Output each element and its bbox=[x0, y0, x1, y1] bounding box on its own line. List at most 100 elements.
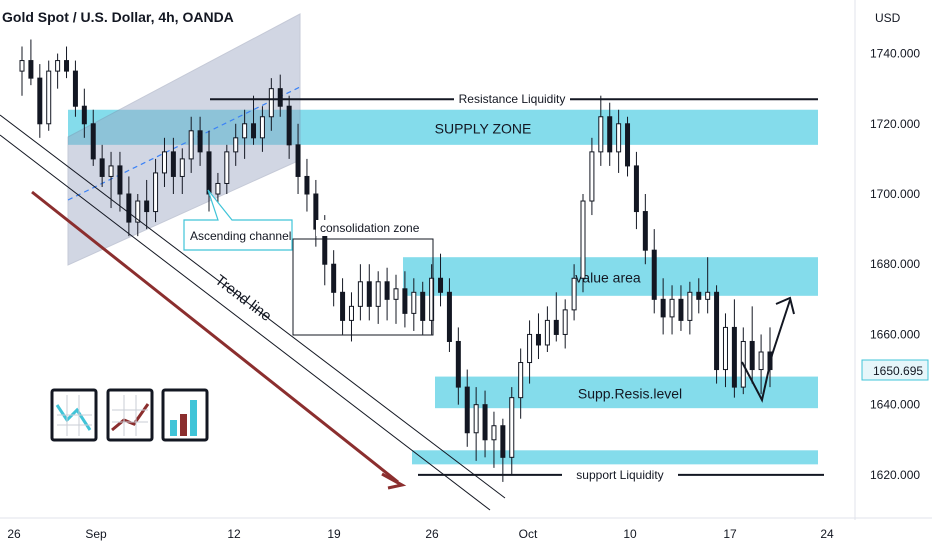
zone-label: Supp.Resis.level bbox=[578, 385, 682, 401]
candle-body bbox=[233, 137, 239, 153]
candle-body bbox=[758, 351, 764, 371]
time-tick-label[interactable]: 24 bbox=[820, 527, 834, 541]
forecast-arrow-head bbox=[775, 296, 795, 315]
candle-body bbox=[411, 291, 417, 314]
candle-body bbox=[749, 340, 755, 371]
candles-layer bbox=[19, 39, 773, 482]
candle-body bbox=[384, 281, 390, 300]
candle-body bbox=[295, 144, 301, 177]
price-tick-label: 1720.000 bbox=[870, 117, 920, 131]
projection-arrow bbox=[31, 190, 399, 484]
candle-body bbox=[331, 263, 337, 293]
candle-body bbox=[37, 77, 43, 125]
candle-body bbox=[651, 249, 657, 300]
candle-body bbox=[90, 123, 96, 160]
candle-body bbox=[722, 326, 728, 371]
candle-body bbox=[482, 404, 488, 441]
price-tick-label: 1660.000 bbox=[870, 327, 920, 341]
candle-body bbox=[731, 326, 737, 388]
candle-body bbox=[108, 165, 114, 177]
candle-body bbox=[46, 70, 52, 125]
time-tick-label[interactable]: 10 bbox=[623, 527, 637, 541]
line-chart-down-icon[interactable] bbox=[50, 388, 98, 442]
candle-body bbox=[348, 305, 354, 321]
time-tick-label[interactable]: 17 bbox=[723, 527, 737, 541]
time-tick-label[interactable]: 19 bbox=[327, 527, 341, 541]
candle-body bbox=[206, 151, 212, 195]
candle-body bbox=[117, 165, 123, 195]
candle-body bbox=[625, 123, 631, 167]
candle-body bbox=[598, 116, 604, 153]
candle-body bbox=[438, 277, 444, 293]
candle-body bbox=[28, 60, 34, 79]
liquidity-label-bg bbox=[454, 90, 570, 108]
candle-body bbox=[251, 123, 257, 139]
price-tick-label: 1700.000 bbox=[870, 187, 920, 201]
candle-body bbox=[393, 288, 399, 300]
candle-body bbox=[215, 182, 221, 195]
candle-body bbox=[535, 333, 541, 346]
candle-body bbox=[642, 211, 648, 251]
candle-body bbox=[687, 291, 693, 321]
candle-body bbox=[527, 333, 533, 364]
candle-body bbox=[286, 105, 292, 146]
candle-body bbox=[429, 277, 435, 321]
candle-body bbox=[313, 193, 319, 230]
candle-body bbox=[553, 319, 559, 335]
candle-body bbox=[678, 298, 684, 321]
time-tick-label[interactable]: 26 bbox=[425, 527, 439, 541]
price-tick-label: 1620.000 bbox=[870, 468, 920, 482]
consolidation-label-bg bbox=[316, 220, 410, 236]
zone-band bbox=[412, 450, 818, 465]
candle-body bbox=[304, 175, 310, 195]
candle-body bbox=[455, 340, 461, 388]
candle-body bbox=[126, 193, 132, 223]
candle-body bbox=[99, 158, 105, 177]
candle-body bbox=[19, 60, 25, 72]
time-tick-label[interactable]: 26 bbox=[7, 527, 21, 541]
candle-body bbox=[607, 116, 613, 153]
candle-body bbox=[64, 60, 70, 72]
trend-line-lower bbox=[0, 134, 491, 511]
indicator-icons[interactable] bbox=[50, 388, 209, 442]
candle-body bbox=[179, 158, 185, 177]
candle-body bbox=[357, 281, 363, 307]
candle-body bbox=[268, 88, 274, 118]
candle-body bbox=[544, 319, 550, 346]
candle-body bbox=[500, 425, 506, 458]
last-price-label: 1650.695 bbox=[873, 364, 923, 378]
candle-body bbox=[633, 165, 639, 213]
liquidity-label-bg bbox=[562, 465, 678, 483]
candle-body bbox=[420, 291, 426, 321]
candle-body bbox=[81, 105, 87, 125]
channel-label: Ascending channel bbox=[190, 229, 291, 243]
bar-chart-icon[interactable] bbox=[161, 388, 209, 442]
candle-body bbox=[340, 291, 346, 321]
zone-band bbox=[403, 257, 818, 296]
channel-midline bbox=[67, 86, 301, 201]
liquidity-label: Resistance Liquidity bbox=[459, 92, 566, 106]
candle-body bbox=[616, 123, 622, 153]
candle-body bbox=[153, 172, 159, 213]
line-chart-up-icon[interactable] bbox=[106, 388, 154, 442]
time-tick-label[interactable]: 12 bbox=[227, 527, 241, 541]
candle-body bbox=[72, 70, 78, 107]
time-axis[interactable]: 26 Sep 12 19 26 Oct 10 17 24 bbox=[7, 527, 834, 541]
time-tick-label[interactable]: Oct bbox=[519, 527, 538, 541]
channel-callout bbox=[183, 189, 293, 251]
projection-arrow-head bbox=[381, 472, 407, 490]
candle-body bbox=[571, 277, 577, 311]
candle-body bbox=[705, 291, 711, 300]
candle-body bbox=[170, 151, 176, 177]
zone-label: value area bbox=[575, 270, 641, 286]
trend-line-label: Trend line bbox=[212, 272, 275, 325]
time-tick-label[interactable]: Sep bbox=[85, 527, 107, 541]
currency-label: USD bbox=[875, 11, 901, 25]
last-price-tag bbox=[861, 359, 929, 381]
trend-line-upper bbox=[0, 114, 506, 499]
candle-body bbox=[562, 309, 568, 335]
candle-body bbox=[589, 151, 595, 202]
candle-body bbox=[277, 88, 283, 107]
zone-label: SUPPLY ZONE bbox=[435, 120, 532, 136]
candle-body bbox=[473, 404, 479, 434]
